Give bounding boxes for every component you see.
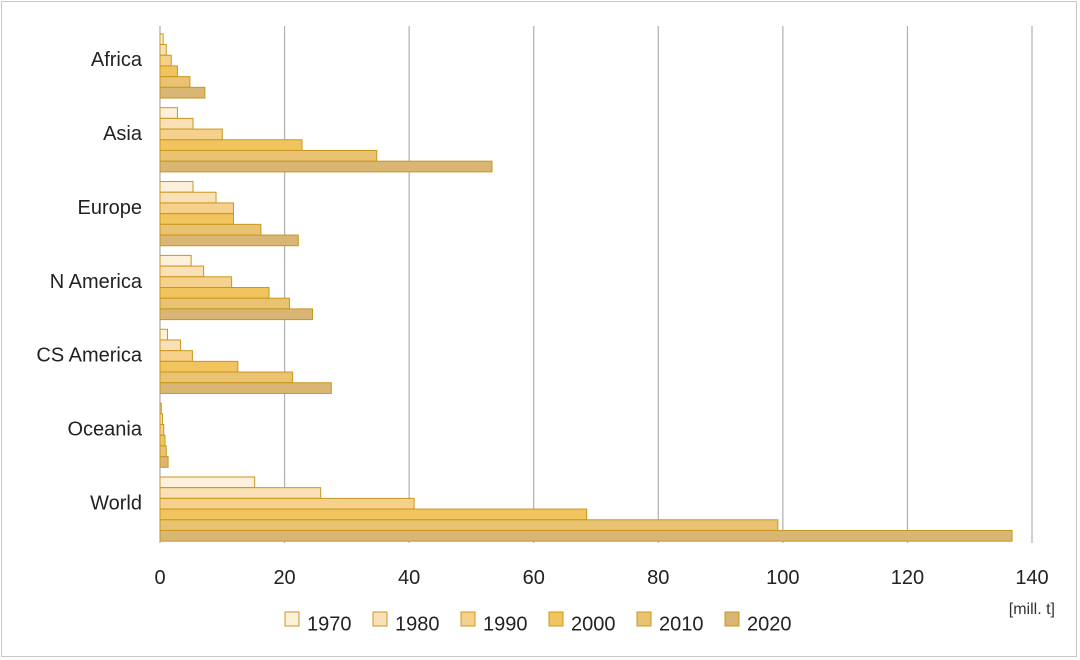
category-label: Africa bbox=[91, 49, 143, 71]
legend-label-1970[interactable]: 1970 bbox=[307, 613, 352, 635]
bar-oceania-1980[interactable] bbox=[159, 413, 163, 426]
bar-asia-1980[interactable] bbox=[159, 117, 194, 130]
category-label: CS America bbox=[36, 345, 142, 367]
x-tick-label: 80 bbox=[647, 567, 669, 589]
bar-europe-2020[interactable] bbox=[159, 234, 299, 247]
bar-n-america-1990[interactable] bbox=[159, 276, 233, 288]
bar-cs-america-1990[interactable] bbox=[159, 350, 193, 362]
bar-world-1990[interactable] bbox=[159, 497, 415, 510]
bar-africa-2010[interactable] bbox=[159, 76, 191, 88]
bar-oceania-2010[interactable] bbox=[159, 445, 167, 458]
category-label: Oceania bbox=[68, 418, 143, 440]
legend-label-2020[interactable]: 2020 bbox=[747, 613, 792, 635]
bar-world-2010[interactable] bbox=[159, 519, 779, 531]
legend-swatch-2020[interactable] bbox=[724, 611, 740, 627]
bar-africa-1990[interactable] bbox=[159, 54, 172, 67]
bar-world-2020[interactable] bbox=[159, 529, 1013, 542]
legend-label-2010[interactable]: 2010 bbox=[659, 613, 704, 635]
x-tick-label: 100 bbox=[766, 567, 799, 589]
bar-cs-america-1970[interactable] bbox=[159, 328, 168, 341]
bar-asia-2000[interactable] bbox=[159, 139, 303, 151]
bar-cs-america-2010[interactable] bbox=[159, 371, 294, 384]
x-tick-label: 140 bbox=[1015, 567, 1048, 589]
bar-asia-2010[interactable] bbox=[159, 149, 378, 162]
bar-cs-america-2000[interactable] bbox=[159, 360, 239, 373]
legend-swatch-1990[interactable] bbox=[460, 611, 476, 627]
category-label: Europe bbox=[78, 197, 143, 219]
legend-label-2000[interactable]: 2000 bbox=[571, 613, 616, 635]
bar-cs-america-2020[interactable] bbox=[159, 382, 332, 394]
bar-africa-2020[interactable] bbox=[159, 86, 206, 99]
bar-world-1980[interactable] bbox=[159, 487, 322, 499]
x-tick-label: 0 bbox=[154, 567, 165, 589]
category-label: Asia bbox=[103, 123, 143, 145]
unit-label: [mill. t] bbox=[1009, 601, 1055, 618]
legend-swatch-1970[interactable] bbox=[284, 611, 300, 627]
bar-europe-1990[interactable] bbox=[159, 202, 234, 215]
x-tick-label: 120 bbox=[891, 567, 924, 589]
bar-n-america-2010[interactable] bbox=[159, 297, 291, 310]
bar-world-2000[interactable] bbox=[159, 508, 588, 521]
x-tick-label: 60 bbox=[523, 567, 545, 589]
bar-africa-2000[interactable] bbox=[159, 65, 178, 78]
bar-oceania-1970[interactable] bbox=[159, 402, 162, 415]
bar-asia-1970[interactable] bbox=[159, 107, 178, 119]
legend-swatch-2010[interactable] bbox=[636, 611, 652, 627]
x-tick-label: 20 bbox=[273, 567, 295, 589]
bar-world-1970[interactable] bbox=[159, 476, 256, 489]
bar-asia-2020[interactable] bbox=[159, 160, 493, 173]
legend-label-1980[interactable]: 1980 bbox=[395, 613, 440, 635]
bar-n-america-2020[interactable] bbox=[159, 308, 314, 321]
x-tick-label: 40 bbox=[398, 567, 420, 589]
category-label: World bbox=[90, 492, 142, 514]
bar-n-america-1980[interactable] bbox=[159, 265, 205, 278]
bar-europe-2010[interactable] bbox=[159, 223, 262, 236]
legend-swatch-2000[interactable] bbox=[548, 611, 564, 627]
bar-europe-2000[interactable] bbox=[159, 213, 234, 225]
bar-oceania-2000[interactable] bbox=[159, 434, 166, 447]
bar-oceania-1990[interactable] bbox=[159, 424, 165, 436]
bar-asia-1990[interactable] bbox=[159, 128, 223, 141]
bar-n-america-2000[interactable] bbox=[159, 287, 270, 299]
legend-swatch-1980[interactable] bbox=[372, 611, 388, 627]
bar-cs-america-1980[interactable] bbox=[159, 339, 182, 352]
bar-oceania-2020[interactable] bbox=[159, 456, 169, 468]
bar-europe-1970[interactable] bbox=[159, 181, 194, 193]
category-label: N America bbox=[50, 271, 143, 293]
bar-n-america-1970[interactable] bbox=[159, 254, 192, 267]
bar-europe-1980[interactable] bbox=[159, 191, 217, 204]
bar-africa-1970[interactable] bbox=[159, 33, 164, 46]
bar-africa-1980[interactable] bbox=[159, 44, 167, 56]
legend-label-1990[interactable]: 1990 bbox=[483, 613, 528, 635]
